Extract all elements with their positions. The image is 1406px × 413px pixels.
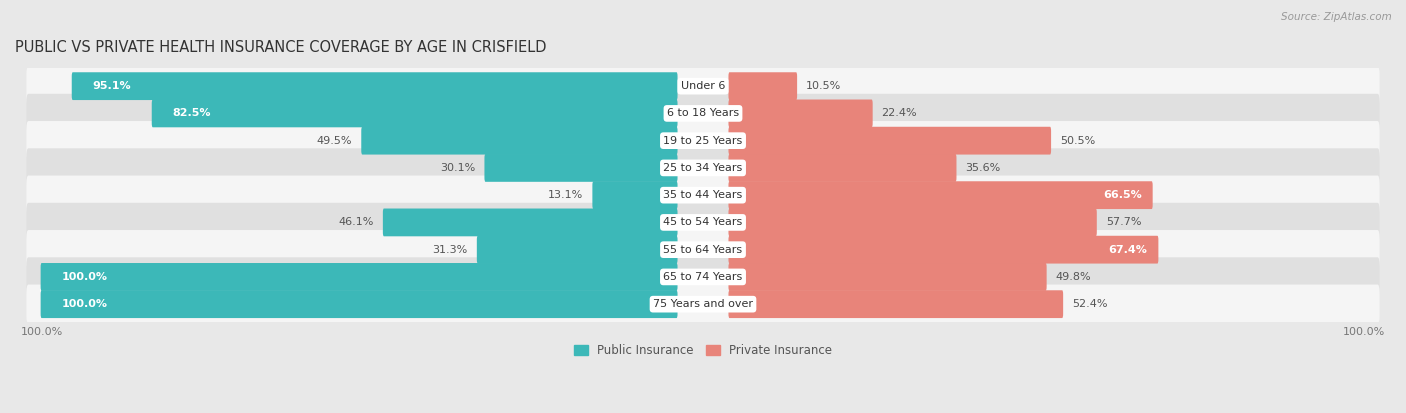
Text: 55 to 64 Years: 55 to 64 Years [664, 244, 742, 255]
Text: 67.4%: 67.4% [1108, 244, 1147, 255]
Text: PUBLIC VS PRIVATE HEALTH INSURANCE COVERAGE BY AGE IN CRISFIELD: PUBLIC VS PRIVATE HEALTH INSURANCE COVER… [15, 40, 547, 55]
Text: Source: ZipAtlas.com: Source: ZipAtlas.com [1281, 12, 1392, 22]
Text: 65 to 74 Years: 65 to 74 Years [664, 272, 742, 282]
FancyBboxPatch shape [27, 148, 1379, 188]
FancyBboxPatch shape [728, 127, 1052, 154]
Text: 50.5%: 50.5% [1060, 135, 1095, 146]
FancyBboxPatch shape [27, 230, 1379, 269]
Text: 35.6%: 35.6% [966, 163, 1001, 173]
Text: 49.8%: 49.8% [1056, 272, 1091, 282]
Text: 75 Years and over: 75 Years and over [652, 299, 754, 309]
Text: 46.1%: 46.1% [339, 217, 374, 228]
Text: 52.4%: 52.4% [1071, 299, 1108, 309]
FancyBboxPatch shape [72, 72, 678, 100]
Text: 6 to 18 Years: 6 to 18 Years [666, 108, 740, 119]
Text: 49.5%: 49.5% [316, 135, 353, 146]
Text: 19 to 25 Years: 19 to 25 Years [664, 135, 742, 146]
Text: 10.5%: 10.5% [806, 81, 841, 91]
Text: 13.1%: 13.1% [548, 190, 583, 200]
FancyBboxPatch shape [728, 236, 1159, 263]
FancyBboxPatch shape [477, 236, 678, 263]
FancyBboxPatch shape [27, 257, 1379, 297]
FancyBboxPatch shape [27, 203, 1379, 242]
FancyBboxPatch shape [27, 176, 1379, 215]
FancyBboxPatch shape [27, 66, 1379, 106]
FancyBboxPatch shape [485, 154, 678, 182]
FancyBboxPatch shape [728, 72, 797, 100]
FancyBboxPatch shape [41, 263, 678, 291]
FancyBboxPatch shape [728, 209, 1097, 236]
Text: 100.0%: 100.0% [62, 299, 107, 309]
Text: 25 to 34 Years: 25 to 34 Years [664, 163, 742, 173]
FancyBboxPatch shape [41, 290, 678, 318]
FancyBboxPatch shape [728, 290, 1063, 318]
Text: 22.4%: 22.4% [882, 108, 917, 119]
FancyBboxPatch shape [27, 121, 1379, 160]
Text: 100.0%: 100.0% [62, 272, 107, 282]
Text: 95.1%: 95.1% [93, 81, 131, 91]
Text: 45 to 54 Years: 45 to 54 Years [664, 217, 742, 228]
FancyBboxPatch shape [27, 285, 1379, 324]
FancyBboxPatch shape [382, 209, 678, 236]
FancyBboxPatch shape [728, 181, 1153, 209]
Text: 82.5%: 82.5% [173, 108, 211, 119]
FancyBboxPatch shape [361, 127, 678, 154]
Text: 66.5%: 66.5% [1102, 190, 1142, 200]
FancyBboxPatch shape [728, 100, 873, 127]
Legend: Public Insurance, Private Insurance: Public Insurance, Private Insurance [569, 339, 837, 362]
Text: 57.7%: 57.7% [1105, 217, 1142, 228]
Text: 31.3%: 31.3% [433, 244, 468, 255]
Text: 30.1%: 30.1% [440, 163, 475, 173]
Text: Under 6: Under 6 [681, 81, 725, 91]
FancyBboxPatch shape [728, 154, 956, 182]
FancyBboxPatch shape [728, 263, 1046, 291]
FancyBboxPatch shape [592, 181, 678, 209]
Text: 35 to 44 Years: 35 to 44 Years [664, 190, 742, 200]
FancyBboxPatch shape [27, 94, 1379, 133]
FancyBboxPatch shape [152, 100, 678, 127]
